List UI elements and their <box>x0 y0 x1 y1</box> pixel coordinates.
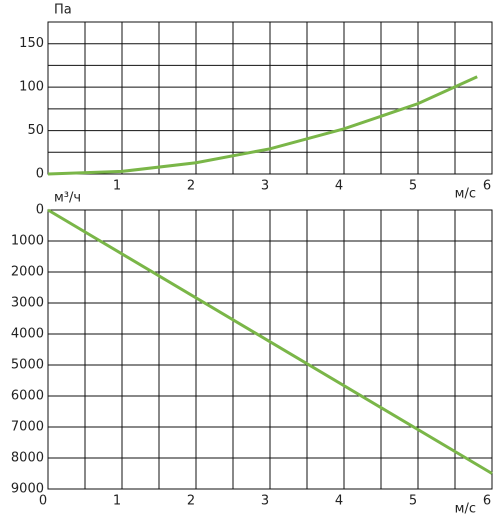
y-tick-label: 7000 <box>11 420 44 435</box>
x-tick-label: 5 <box>409 179 417 194</box>
x-tick-label: 4 <box>335 494 343 509</box>
y-tick-label: 0 <box>36 167 44 182</box>
x-tick-label: 0 <box>39 494 47 509</box>
line-series <box>47 208 493 475</box>
y-tick-label: 1000 <box>11 234 44 249</box>
y-tick-label: 3000 <box>11 296 44 311</box>
y-tick-label: 5000 <box>11 358 44 373</box>
x-tick-label: 5 <box>409 494 417 509</box>
x-tick-label: 3 <box>261 179 269 194</box>
x-tick-label: 1 <box>113 494 121 509</box>
x-tick-label: 6 <box>483 494 491 509</box>
x-tick-label: 2 <box>187 494 195 509</box>
x-tick-label: 2 <box>187 179 195 194</box>
x-tick-label: 4 <box>335 179 343 194</box>
y-tick-label: 8000 <box>11 451 44 466</box>
x-axis-label: м/с <box>455 502 476 517</box>
y-tick-label: 150 <box>19 36 44 51</box>
y-tick-label: 0 <box>36 203 44 218</box>
y-tick-label: 4000 <box>11 327 44 342</box>
x-tick-label: 6 <box>483 179 491 194</box>
x-tick-label: 1 <box>113 179 121 194</box>
y-tick-label: 100 <box>19 80 44 95</box>
y-tick-label: 50 <box>27 123 44 138</box>
y-tick-label: 2000 <box>11 265 44 280</box>
y-axis-label: м³/ч <box>54 191 81 206</box>
y-axis-label: Па <box>54 3 72 18</box>
x-axis-label: м/с <box>455 187 476 202</box>
y-tick-label: 6000 <box>11 389 44 404</box>
line-series <box>47 75 478 176</box>
x-tick-label: 3 <box>261 494 269 509</box>
y-tick-label: 9000 <box>11 482 44 497</box>
